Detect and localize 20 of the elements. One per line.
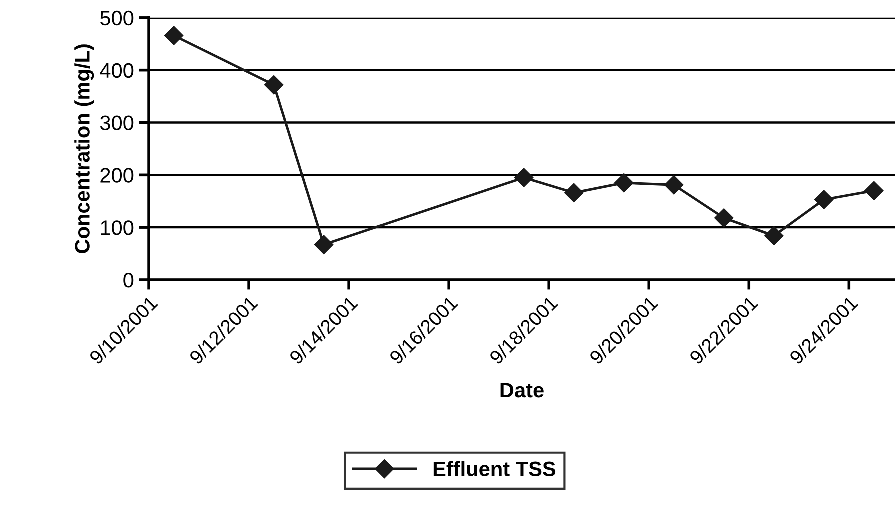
point (714, 208, 734, 228)
point (514, 168, 534, 188)
y-tick-label: 400 (100, 63, 134, 78)
y-axis-title: Concentration (mg/L) (74, 44, 94, 254)
point (314, 235, 334, 254)
y-tick-label: 100 (101, 220, 134, 236)
legend-label: Effluent TSS (434, 461, 556, 477)
point (564, 183, 584, 203)
y-tick-label: 300 (100, 116, 134, 130)
x-axis-title: Date (500, 383, 544, 398)
y-tick-label: 0 (124, 272, 134, 288)
point (164, 26, 184, 46)
y-tick-label: 500 (100, 10, 134, 26)
point (814, 190, 834, 210)
point (264, 75, 284, 95)
point (764, 226, 784, 246)
point (864, 181, 884, 200)
point (664, 176, 684, 195)
y-tick-label: 200 (100, 168, 134, 183)
point (614, 173, 634, 193)
